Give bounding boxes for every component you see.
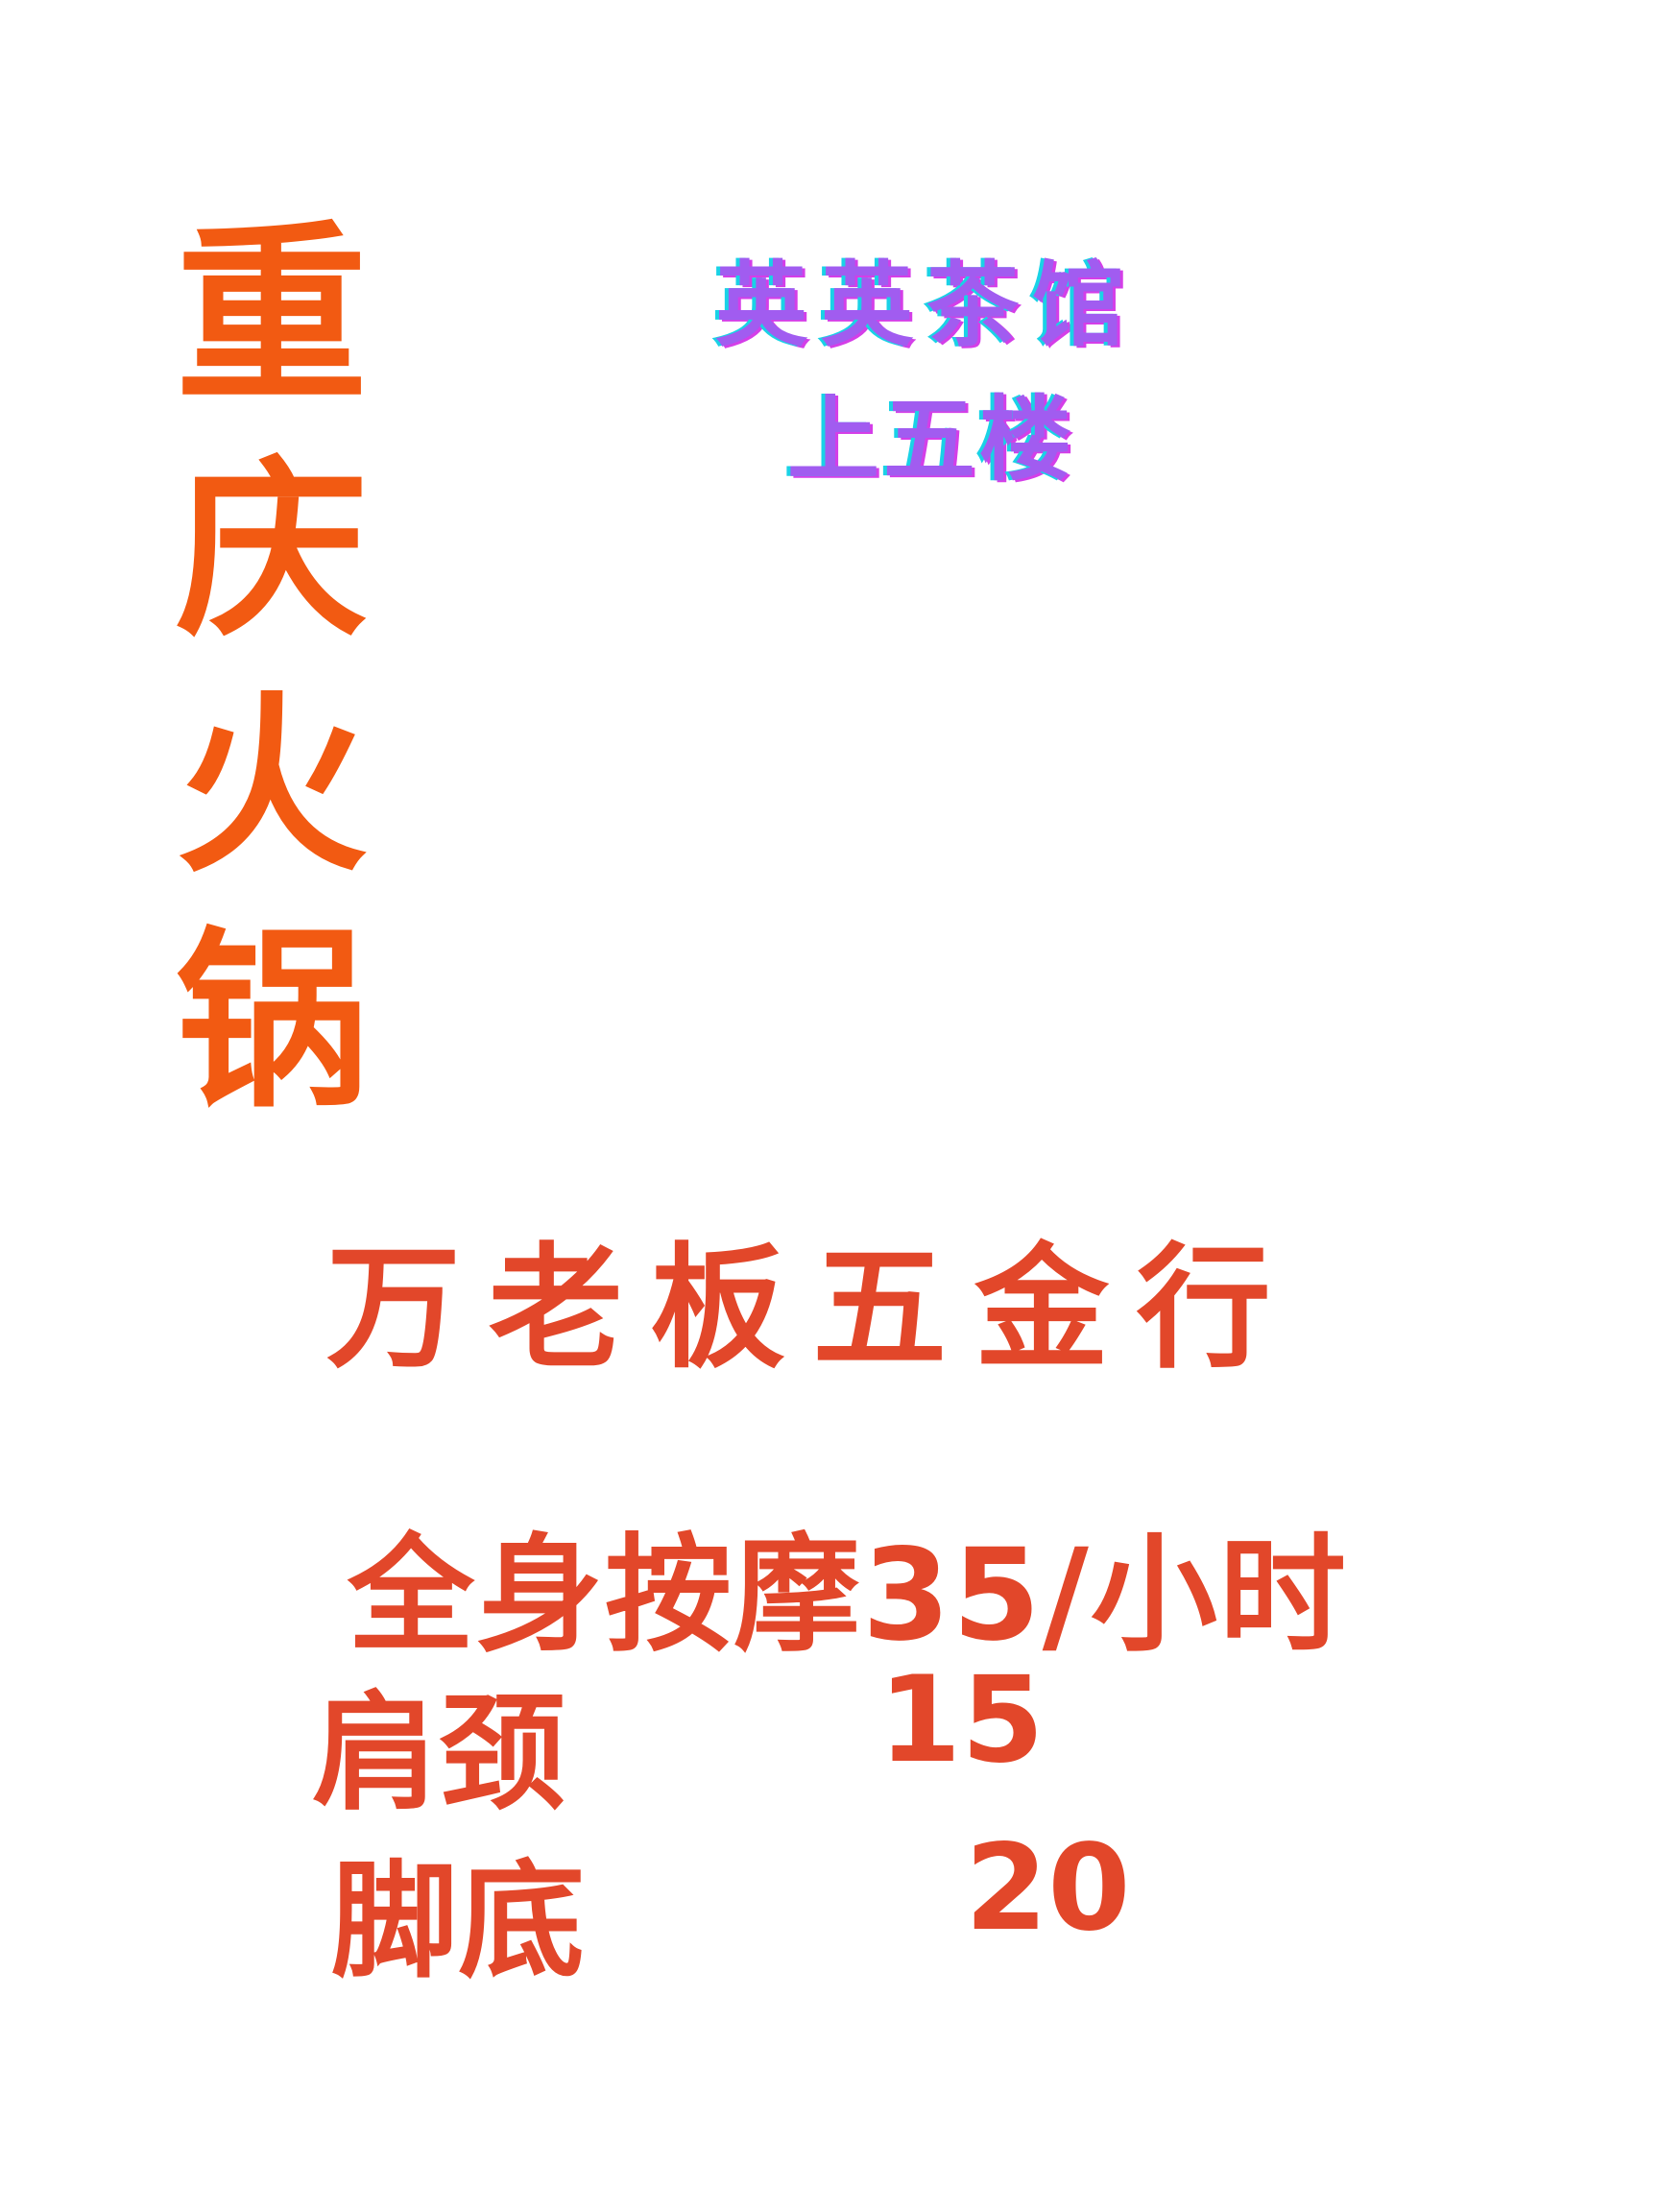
teahouse-floor: 上五楼 xyxy=(787,386,1075,493)
massage-item-name: 脚底 xyxy=(331,1848,585,1996)
massage-item-price: 15 xyxy=(878,1651,1045,1790)
hotpot-char-1: 重 xyxy=(175,204,368,428)
hardware-store-name: 万 老 板 五 金 行 xyxy=(326,1231,1271,1387)
massage-item-name: 肩颈 xyxy=(312,1680,565,1828)
massage-full-body: 全身按摩35/小时 xyxy=(348,1522,1348,1670)
teahouse-name: 英英茶馆 xyxy=(715,252,1138,359)
hotpot-char-3: 火 xyxy=(175,675,368,899)
massage-item-price: 20 xyxy=(965,1819,1131,1958)
hotpot-char-4: 锅 xyxy=(175,910,368,1134)
hotpot-char-2: 庆 xyxy=(175,440,368,663)
